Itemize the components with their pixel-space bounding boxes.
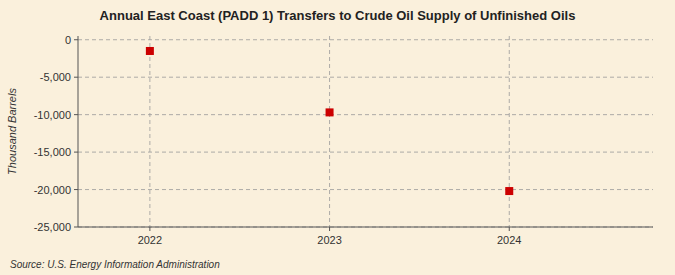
y-tick-label: -5,000 [40, 71, 71, 83]
y-tick-label: -25,000 [34, 221, 71, 233]
grid-line-x [329, 36, 330, 227]
y-tick-label: -15,000 [34, 146, 71, 158]
y-tick [74, 114, 78, 115]
x-tick [509, 227, 510, 231]
y-tick [74, 227, 78, 228]
grid-line-y [78, 39, 653, 40]
x-tick-label: 2024 [497, 234, 521, 246]
y-tick [74, 77, 78, 78]
y-tick [74, 39, 78, 40]
y-axis-line [78, 36, 79, 227]
chart-svg: Annual East Coast (PADD 1) Transfers to … [0, 0, 675, 275]
x-tick-label: 2023 [317, 234, 341, 246]
x-tick [149, 227, 150, 231]
chart-container: Annual East Coast (PADD 1) Transfers to … [0, 0, 675, 275]
y-tick-label: 0 [65, 34, 71, 46]
point [146, 47, 154, 55]
x-axis-line [78, 227, 653, 228]
grid-line-y [78, 227, 653, 228]
points [146, 47, 513, 195]
x-tick-label: 2022 [138, 234, 162, 246]
y-axis-label: Thousand Barrels [6, 88, 18, 175]
y-axis: 0 -5,000 -10,000 -15,000 -20,000 -25,000 [34, 34, 78, 233]
grid-line-y [78, 77, 653, 78]
x-tick [329, 227, 330, 231]
y-tick-label: -20,000 [34, 184, 71, 196]
y-tick [74, 189, 78, 190]
grid [78, 36, 653, 227]
y-tick-label: -10,000 [34, 109, 71, 121]
grid-line-y [78, 152, 653, 153]
background [0, 0, 675, 275]
grid-line-x [149, 36, 150, 227]
grid-line-y [78, 114, 653, 115]
x-axis: 2022 2023 2024 [138, 227, 522, 246]
point [326, 108, 334, 116]
grid-line-x [509, 36, 510, 227]
grid-line-y [78, 189, 653, 190]
point [505, 187, 513, 195]
source: Source: U.S. Energy Information Administ… [10, 259, 220, 270]
y-tick [74, 152, 78, 153]
title: Annual East Coast (PADD 1) Transfers to … [100, 8, 576, 23]
